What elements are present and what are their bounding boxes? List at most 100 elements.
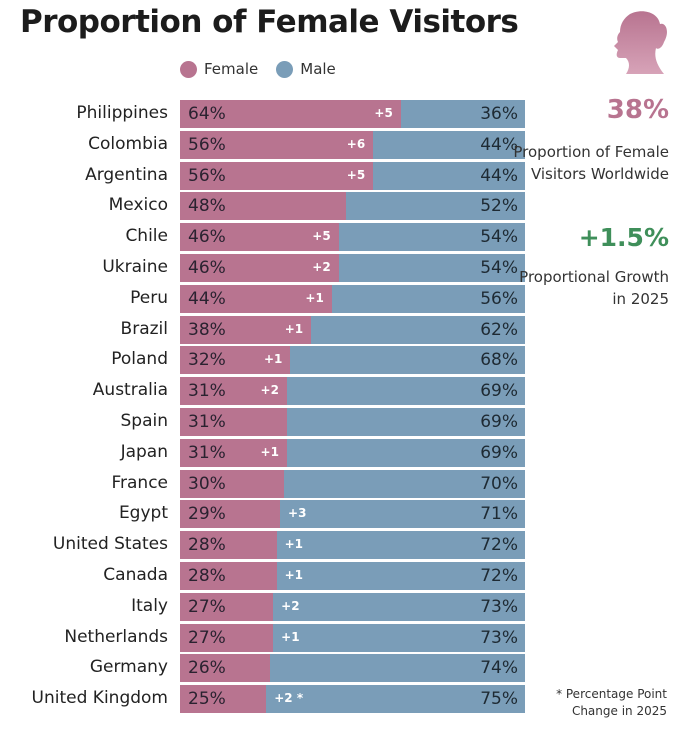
- female-value-label: 27%: [188, 596, 226, 617]
- change-label: +5: [312, 229, 331, 244]
- stacked-bar: [180, 223, 525, 252]
- bar-row: Argentina 56% 44% +5: [0, 161, 540, 190]
- worldwide-female-proportion: 38%: [606, 95, 669, 125]
- worldwide-caption: Proportion of Female Visitors Worldwide: [513, 143, 669, 183]
- stacked-bar: [180, 562, 525, 590]
- female-value-label: 31%: [188, 381, 226, 402]
- female-value-label: 64%: [188, 104, 226, 124]
- bar-row: Spain 31% 69%: [0, 408, 540, 436]
- category-label: Netherlands: [64, 626, 168, 647]
- category-label: United Kingdom: [31, 688, 168, 709]
- female-value-label: 46%: [188, 227, 226, 248]
- category-label: Australia: [92, 380, 168, 401]
- bar-female: [180, 377, 287, 406]
- category-label: Mexico: [108, 195, 168, 216]
- change-label: +1: [264, 352, 283, 367]
- bar-row: Canada 28% 72% +1: [0, 562, 540, 590]
- bar-female: [180, 592, 274, 621]
- male-value-label: 72%: [480, 566, 518, 586]
- stacked-bar: [180, 346, 525, 375]
- category-label: United States: [52, 534, 168, 555]
- male-value-label: 36%: [480, 104, 518, 124]
- stacked-bar: [180, 284, 525, 313]
- female-value-label: 32%: [188, 350, 226, 371]
- female-head-silhouette-icon: [614, 11, 667, 75]
- bar-male: [373, 161, 525, 190]
- bar-row: Australia 31% 69% +2: [0, 377, 540, 406]
- bar-row: Poland 32% 68% +1: [0, 346, 540, 375]
- male-value-label: 75%: [480, 689, 518, 710]
- male-value-label: 70%: [480, 473, 518, 494]
- male-value-label: 54%: [480, 227, 518, 248]
- female-value-label: 31%: [188, 442, 226, 463]
- bar-row: Colombia 56% 44% +6: [0, 130, 540, 159]
- legend: Female Male: [180, 60, 336, 78]
- stacked-bar: [180, 438, 525, 467]
- stacked-bar: [180, 469, 525, 498]
- bar-row: Chile 46% 54% +5: [0, 223, 540, 252]
- change-label: +5: [374, 106, 393, 120]
- category-label: Philippines: [76, 103, 168, 123]
- bar-female: [180, 438, 287, 467]
- footnote: * Percentage Point Change in 2025: [556, 687, 667, 718]
- category-label: Peru: [130, 287, 168, 308]
- bar-row: Italy 27% 73% +2: [0, 592, 540, 621]
- bar-male: [338, 254, 525, 282]
- change-label: +1: [284, 537, 303, 552]
- change-label: +1: [260, 444, 279, 459]
- legend-label-male: Male: [300, 60, 336, 78]
- category-label: Poland: [111, 349, 168, 370]
- stacked-bar: [180, 377, 525, 406]
- chart-title: Proportion of Female Visitors: [20, 4, 519, 40]
- stacked-bar: [180, 623, 525, 652]
- bar-male: [290, 346, 525, 375]
- female-value-label: 29%: [188, 504, 226, 525]
- stacked-bar: [180, 161, 525, 190]
- male-value-label: 68%: [480, 350, 518, 371]
- bar-row: Mexico 48% 52%: [0, 192, 540, 221]
- male-value-label: 62%: [480, 319, 518, 340]
- bar-male: [269, 654, 525, 683]
- category-label: France: [111, 472, 168, 493]
- male-value-label: 56%: [480, 288, 518, 309]
- category-label: Egypt: [118, 503, 168, 524]
- change-label: +1: [305, 290, 324, 305]
- bar-male: [276, 562, 525, 590]
- bar-row: France 30% 70%: [0, 469, 540, 498]
- bar-male: [373, 130, 525, 159]
- female-value-label: 27%: [188, 627, 226, 648]
- bar-female: [180, 161, 374, 190]
- bar-female: [180, 500, 281, 529]
- bar-male: [400, 100, 525, 128]
- male-value-label: 44%: [480, 165, 518, 186]
- bar-male: [286, 408, 525, 436]
- category-label: Brazil: [120, 318, 168, 339]
- change-label: +1: [284, 568, 303, 582]
- bar-female: [180, 315, 312, 344]
- stacked-bar: [180, 254, 525, 282]
- bar-row: Germany 26% 74%: [0, 654, 540, 683]
- bar-row: Brazil 38% 62% +1: [0, 315, 540, 344]
- stacked-bar: [180, 315, 525, 344]
- category-label: Germany: [89, 657, 168, 678]
- male-value-label: 44%: [480, 134, 518, 155]
- category-label: Ukraine: [102, 257, 168, 277]
- legend-item-female: Female: [180, 60, 258, 78]
- female-value-label: 56%: [188, 134, 226, 155]
- legend-swatch-male: [276, 60, 294, 78]
- legend-swatch-female: [180, 60, 197, 78]
- female-value-label: 26%: [188, 658, 226, 679]
- change-label: +2 *: [274, 691, 304, 706]
- female-value-label: 28%: [188, 566, 226, 586]
- bar-male: [280, 500, 525, 529]
- bar-row: United States 28% 72% +1: [0, 531, 540, 560]
- change-label: +2: [281, 598, 300, 613]
- category-label: Spain: [120, 411, 169, 431]
- legend-item-male: Male: [276, 60, 336, 78]
- bar-male: [286, 438, 525, 467]
- bar-male: [283, 469, 525, 498]
- female-value-label: 38%: [188, 319, 226, 340]
- female-value-label: 31%: [188, 412, 226, 432]
- stacked-bar: [180, 500, 525, 529]
